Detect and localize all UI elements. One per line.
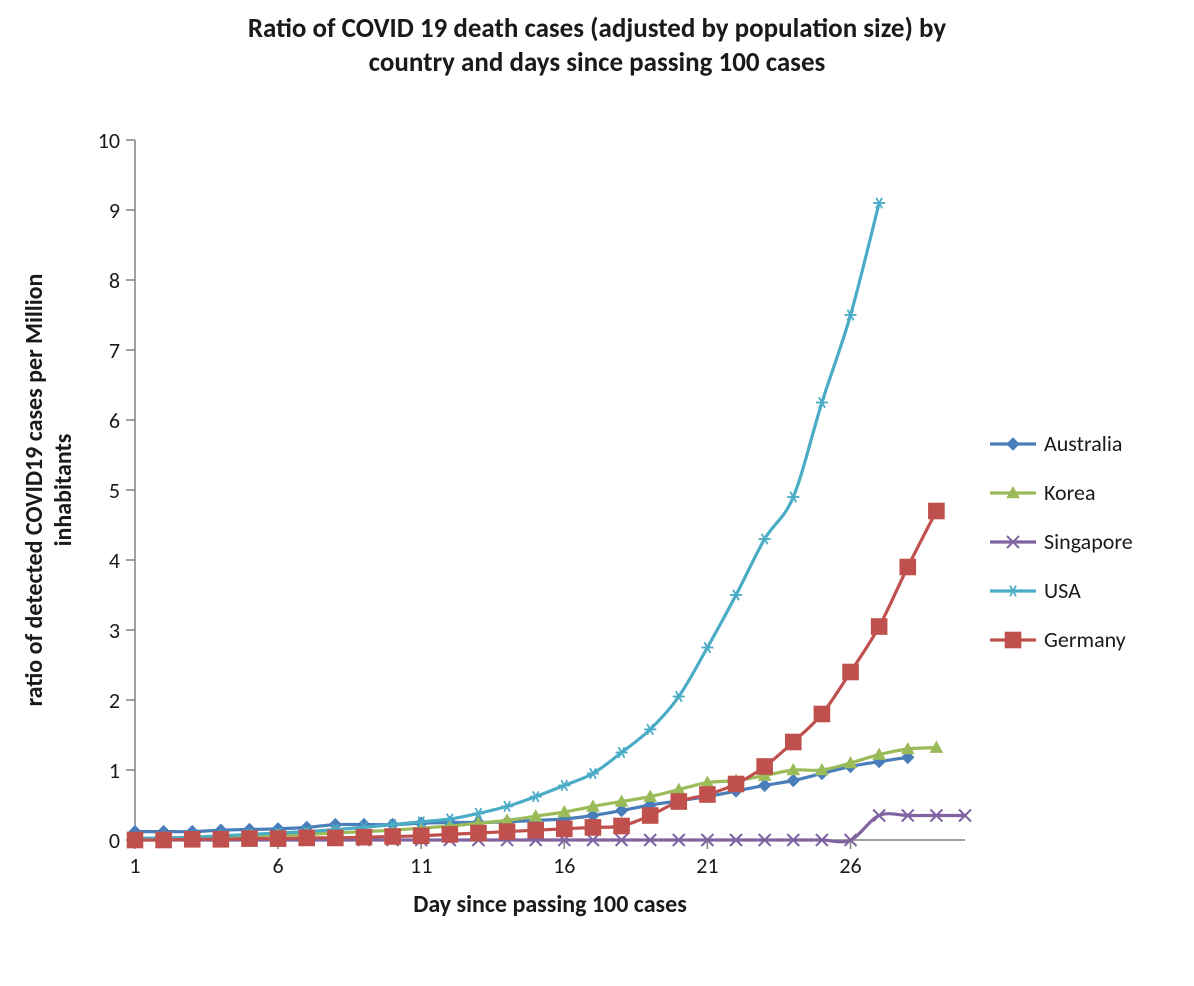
y-tick-label: 2 [76, 687, 120, 714]
legend-label: USA [1044, 577, 1081, 604]
legend-swatch-icon [990, 484, 1036, 502]
x-tick-label: 11 [391, 852, 451, 879]
y-tick-label: 10 [76, 127, 120, 154]
series-australia [129, 751, 914, 837]
y-tick-label: 3 [76, 617, 120, 644]
y-tick-label: 4 [76, 547, 120, 574]
legend-item: Australia [990, 430, 1133, 457]
x-tick-label: 1 [105, 852, 165, 879]
y-tick-label: 0 [76, 827, 120, 854]
y-tick-label: 8 [76, 267, 120, 294]
x-tick-label: 16 [534, 852, 594, 879]
legend-item: USA [990, 577, 1133, 604]
legend-swatch-icon [990, 582, 1036, 600]
x-tick-label: 21 [677, 852, 737, 879]
legend-label: Germany [1044, 626, 1126, 653]
legend-label: Australia [1044, 430, 1122, 457]
x-tick-label: 26 [821, 852, 881, 879]
y-tick-label: 9 [76, 197, 120, 224]
y-tick-label: 7 [76, 337, 120, 364]
series-usa [129, 198, 885, 844]
y-tick-label: 5 [76, 477, 120, 504]
x-tick-label: 6 [248, 852, 308, 879]
y-tick-label: 1 [76, 757, 120, 784]
legend-swatch-icon [990, 631, 1036, 649]
y-tick-label: 6 [76, 407, 120, 434]
chart-legend: Australia Korea Singapore USA Germany [990, 430, 1133, 675]
legend-label: Korea [1044, 479, 1096, 506]
legend-item: Korea [990, 479, 1133, 506]
legend-item: Singapore [990, 528, 1133, 555]
legend-item: Germany [990, 626, 1133, 653]
legend-swatch-icon [990, 435, 1036, 453]
legend-label: Singapore [1044, 528, 1133, 555]
legend-swatch-icon [990, 533, 1036, 551]
chart-container: Ratio of COVID 19 death cases (adjusted … [0, 0, 1194, 986]
